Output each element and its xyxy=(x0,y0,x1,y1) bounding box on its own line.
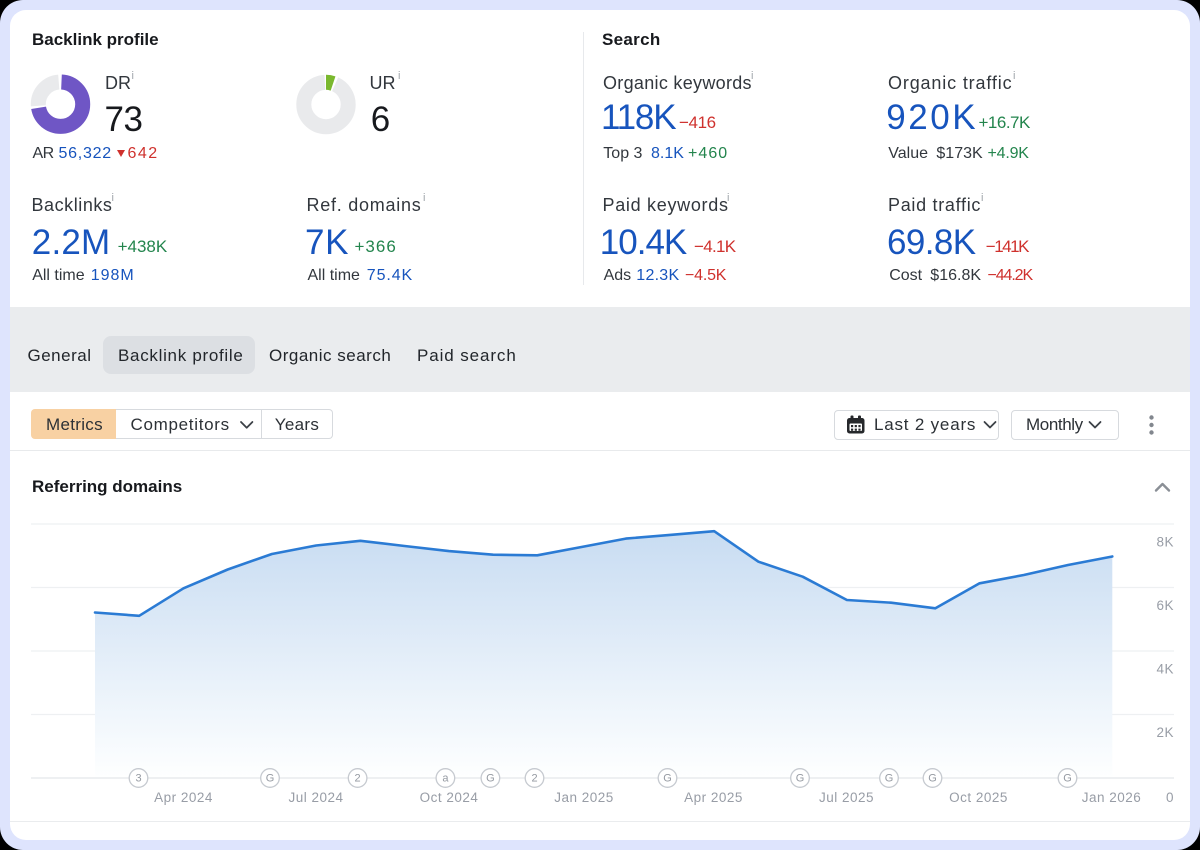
svg-text:0: 0 xyxy=(1166,790,1174,805)
svg-text:G: G xyxy=(266,773,275,785)
svg-text:Oct 2025: Oct 2025 xyxy=(949,790,1008,805)
svg-text:G: G xyxy=(663,773,672,785)
svg-text:G: G xyxy=(928,773,937,785)
svg-text:4K: 4K xyxy=(1156,662,1174,677)
svg-text:Jul 2024: Jul 2024 xyxy=(288,790,343,805)
svg-text:6K: 6K xyxy=(1156,598,1174,613)
svg-text:G: G xyxy=(486,773,495,785)
svg-text:8K: 8K xyxy=(1156,535,1174,550)
svg-text:Oct 2024: Oct 2024 xyxy=(420,790,479,805)
svg-text:2K: 2K xyxy=(1156,725,1174,740)
svg-text:Apr 2024: Apr 2024 xyxy=(154,790,213,805)
svg-text:Jul 2025: Jul 2025 xyxy=(819,790,874,805)
svg-text:Jan 2025: Jan 2025 xyxy=(554,790,614,805)
svg-text:2: 2 xyxy=(355,773,361,785)
svg-text:G: G xyxy=(885,773,894,785)
svg-text:G: G xyxy=(1063,773,1072,785)
svg-text:a: a xyxy=(442,773,449,785)
svg-text:Jan 2026: Jan 2026 xyxy=(1082,790,1142,805)
svg-text:3: 3 xyxy=(135,773,141,785)
svg-text:2: 2 xyxy=(531,773,537,785)
svg-text:G: G xyxy=(796,773,805,785)
svg-text:Apr 2025: Apr 2025 xyxy=(684,790,743,805)
